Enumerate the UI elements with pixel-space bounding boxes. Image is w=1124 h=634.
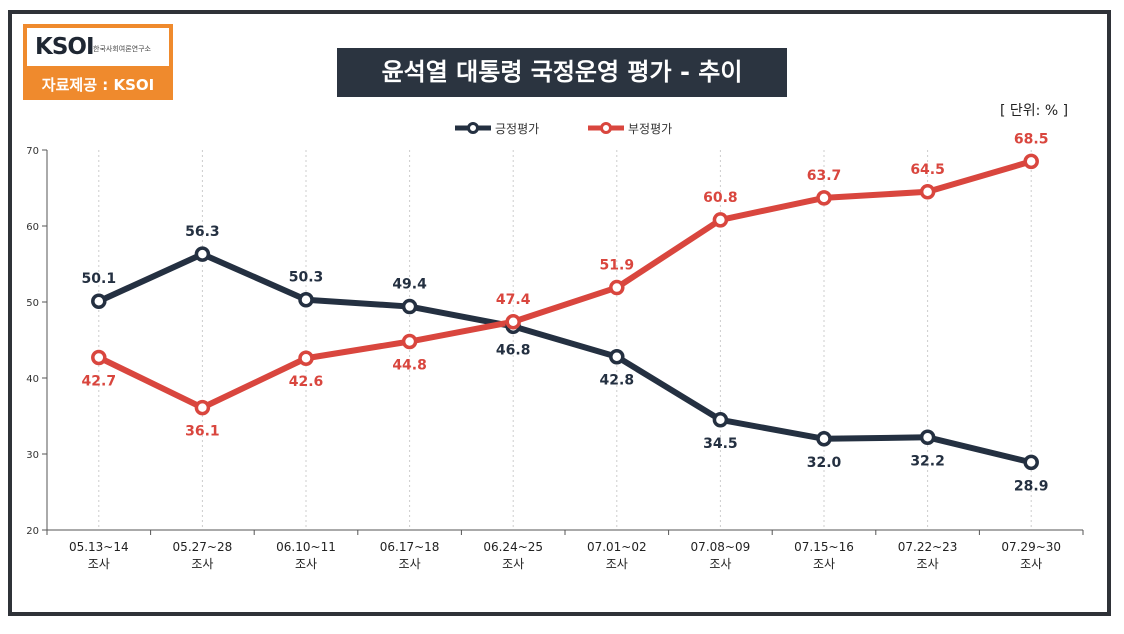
legend-marker [600, 122, 612, 134]
y-tick-label: 40 [26, 374, 39, 385]
x-tick-label: 06.17~18 [380, 540, 440, 554]
x-tick-label: 07.29~30 [1001, 540, 1061, 554]
y-tick-label: 20 [26, 526, 39, 537]
data-point [194, 399, 211, 416]
x-tick-label-line2: 조사 [917, 557, 939, 571]
data-label: 42.8 [600, 373, 635, 389]
x-tick-label: 07.08~09 [691, 540, 751, 554]
data-point [401, 298, 418, 315]
data-point [1023, 153, 1039, 170]
data-label: 63.7 [807, 168, 842, 184]
legend-marker [467, 122, 479, 134]
data-point [91, 293, 107, 309]
y-tick-label: 70 [26, 146, 39, 157]
data-point [609, 348, 625, 365]
data-label: 68.5 [1014, 131, 1049, 147]
data-label: 42.6 [289, 374, 324, 390]
x-tick-label-line2: 조사 [1020, 557, 1042, 571]
data-label: 50.1 [82, 271, 117, 287]
logo-mark: KSOI [35, 34, 94, 60]
x-tick-label: 06.10~11 [276, 540, 336, 554]
data-point [1023, 454, 1039, 471]
data-point [91, 349, 107, 366]
legend-label: 긍정평가 [495, 122, 539, 136]
data-label: 32.0 [807, 455, 842, 471]
chart-title-box: 윤석열 대통령 국정운영 평가 - 추이 [337, 48, 787, 97]
x-tick-label-line2: 조사 [502, 557, 524, 571]
data-point [298, 350, 314, 366]
data-label: 32.2 [910, 453, 945, 469]
data-point [712, 412, 729, 428]
x-tick-label-line2: 조사 [88, 557, 110, 571]
data-label: 46.8 [496, 342, 531, 358]
source-credit: 자료제공 : KSOI [41, 76, 155, 94]
data-label: 44.8 [392, 358, 427, 374]
data-label: 42.7 [82, 373, 117, 389]
legend-label: 부정평가 [628, 122, 672, 136]
series-line [95, 158, 1035, 411]
data-point [712, 212, 729, 228]
unit-label: [ 단위: % ] [1000, 103, 1069, 119]
ksoi-logo: KSOI 한국사회여론연구소 자료제공 : KSOI [23, 24, 173, 100]
data-point [194, 246, 211, 262]
logo-white-panel: KSOI 한국사회여론연구소 [27, 28, 169, 66]
data-label: 64.5 [910, 162, 945, 178]
data-label: 51.9 [600, 258, 635, 274]
data-point [505, 314, 521, 330]
x-tick-label-line2: 조사 [709, 557, 731, 571]
x-tick-label: 07.01~02 [587, 540, 647, 554]
data-point [298, 291, 314, 308]
data-point [816, 431, 832, 447]
data-label: 28.9 [1014, 478, 1049, 494]
data-label: 60.8 [703, 190, 738, 206]
data-label: 50.3 [289, 270, 324, 286]
x-tick-label: 05.27~28 [173, 540, 233, 554]
data-label: 56.3 [185, 224, 220, 240]
data-point [919, 184, 936, 200]
data-label: 47.4 [496, 292, 531, 308]
logo-org-name: 한국사회여론연구소 [93, 45, 151, 53]
data-label: 36.1 [185, 424, 220, 440]
data-point [816, 190, 832, 206]
data-label: 34.5 [703, 436, 738, 452]
y-tick-label: 50 [26, 298, 39, 309]
x-tick-label: 06.24~25 [483, 540, 543, 554]
y-tick-label: 30 [26, 450, 39, 461]
data-label: 49.4 [392, 277, 427, 293]
data-point [401, 333, 418, 350]
data-point [609, 279, 625, 296]
data-point [919, 429, 936, 446]
x-tick-label: 07.15~16 [794, 540, 854, 554]
y-tick-label: 60 [26, 222, 39, 233]
chart-title: 윤석열 대통령 국정운영 평가 - 추이 [381, 58, 743, 86]
x-tick-label-line2: 조사 [295, 557, 317, 571]
x-tick-label-line2: 조사 [191, 557, 213, 571]
x-tick-label: 05.13~14 [69, 540, 129, 554]
x-tick-label-line2: 조사 [813, 557, 835, 571]
x-tick-label: 07.22~23 [898, 540, 958, 554]
x-tick-label-line2: 조사 [606, 557, 628, 571]
series-line [95, 251, 1035, 466]
x-tick-label-line2: 조사 [399, 557, 421, 571]
